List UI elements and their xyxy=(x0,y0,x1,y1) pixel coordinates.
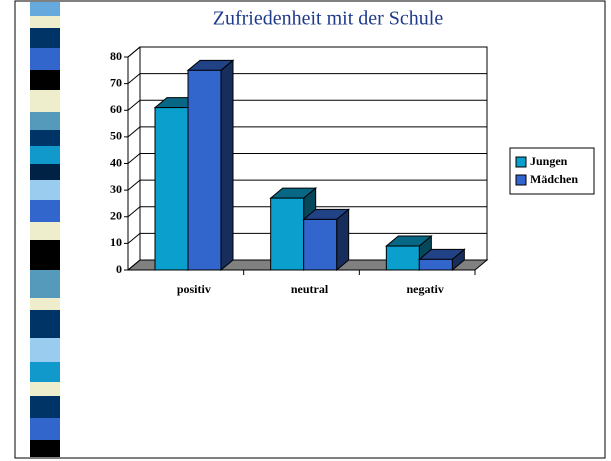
y-tick-label: 80 xyxy=(110,49,122,63)
stripe-decoration xyxy=(30,2,60,457)
bar-front xyxy=(303,218,338,271)
grid-line xyxy=(127,179,487,191)
bar-front xyxy=(385,245,420,271)
x-tick-label: neutral xyxy=(291,282,329,296)
grid-line xyxy=(127,126,487,138)
x-tick-label: negativ xyxy=(406,282,443,296)
bar xyxy=(186,59,235,272)
y-tick-label: 0 xyxy=(116,262,122,276)
legend-label: Jungen xyxy=(530,154,568,168)
bar-front xyxy=(270,197,305,271)
y-tick-label: 50 xyxy=(110,129,122,143)
y-tick-label: 60 xyxy=(110,102,122,116)
grid-line xyxy=(127,46,487,58)
chart-title: Zufriedenheit mit der Schule xyxy=(213,8,444,30)
legend-swatch xyxy=(515,156,527,168)
y-tick-label: 30 xyxy=(110,182,122,196)
bar xyxy=(417,248,466,272)
grid-line xyxy=(127,259,487,271)
legend xyxy=(509,147,595,195)
y-tick-label: 40 xyxy=(110,155,122,169)
y-tick-label: 20 xyxy=(110,209,122,223)
y-tick-label: 10 xyxy=(110,235,122,249)
bar-front xyxy=(154,107,189,271)
grid-line xyxy=(127,99,487,111)
grid-line xyxy=(127,73,487,85)
bar-front xyxy=(418,258,453,271)
grid-line xyxy=(127,232,487,244)
grid-line xyxy=(127,206,487,218)
bar xyxy=(302,208,351,272)
y-tick-label: 70 xyxy=(110,75,122,89)
legend-label: Mädchen xyxy=(530,172,578,186)
x-tick-label: positiv xyxy=(177,282,211,296)
grid-line xyxy=(127,153,487,164)
legend-swatch xyxy=(515,174,527,186)
bar-front xyxy=(187,69,222,271)
bar-side xyxy=(220,59,234,272)
